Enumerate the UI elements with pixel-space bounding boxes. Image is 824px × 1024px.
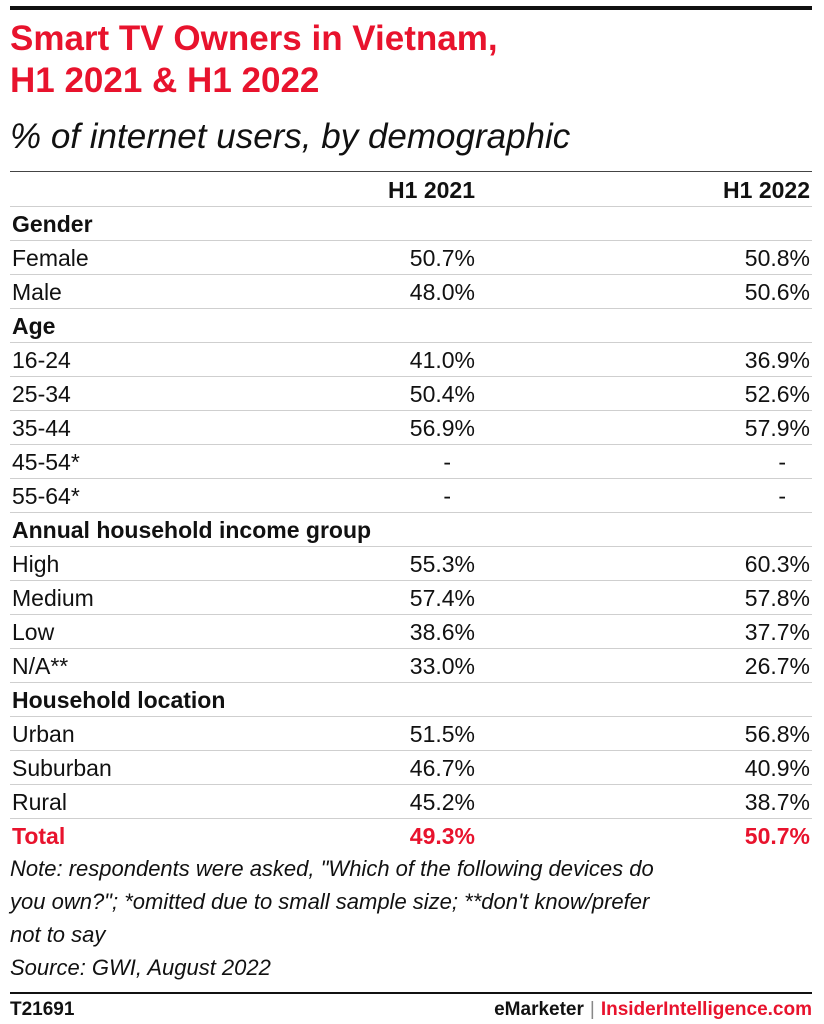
note-line-2: you own?"; *omitted due to small sample … <box>10 889 650 914</box>
row-label: 35-44 <box>12 415 71 441</box>
row-label: 25-34 <box>12 381 71 407</box>
value-h1-2022: 57.9% <box>744 415 810 441</box>
value-h1-2022: 40.9% <box>744 755 810 781</box>
header-divider <box>10 171 812 172</box>
value-h1-2022: 50.8% <box>744 245 810 271</box>
brand-separator: | <box>589 999 595 1020</box>
table-row: 45-54* - - <box>10 445 812 479</box>
table-row: 25-34 50.4% 52.6% <box>10 377 812 411</box>
table-row: 55-64* - - <box>10 479 812 513</box>
table-body: Gender Female 50.7% 50.8% Male 48.0% 50.6% Age 1… <box>10 207 812 853</box>
value-h1-2022: 50.7% <box>744 823 810 849</box>
chart-id: T21691 <box>10 999 75 1020</box>
value-h1-2021: 38.6% <box>409 619 475 645</box>
table-row: Urban 51.5% 56.8% <box>10 717 812 751</box>
value-h1-2022: 52.6% <box>744 381 810 407</box>
section-label: Age <box>12 313 56 339</box>
row-label: Urban <box>12 721 75 747</box>
section-row: Household location <box>10 683 812 717</box>
footer-rule <box>10 992 812 994</box>
value-h1-2021: - <box>443 449 451 475</box>
top-rule <box>10 6 812 10</box>
note-line-1: Note: respondents were asked, "Which of … <box>10 856 654 881</box>
footer-brand: eMarketer | InsiderIntelligence.com <box>494 997 812 1023</box>
table-row: Low 38.6% 37.7% <box>10 615 812 649</box>
insiderintelligence-link[interactable]: InsiderIntelligence.com <box>600 999 812 1020</box>
value-h1-2021: 41.0% <box>409 347 475 373</box>
table-row: Rural 45.2% 38.7% <box>10 785 812 819</box>
section-row: Gender <box>10 207 812 241</box>
value-h1-2021: 45.2% <box>409 789 475 815</box>
table-row: Suburban 46.7% 40.9% <box>10 751 812 785</box>
value-h1-2022: 60.3% <box>744 551 810 577</box>
value-h1-2022: 50.6% <box>744 279 810 305</box>
section-row: Age <box>10 309 812 343</box>
value-h1-2022: 56.8% <box>744 721 810 747</box>
row-label: Male <box>12 279 62 305</box>
row-label: 16-24 <box>12 347 71 373</box>
table-row: 16-24 41.0% 36.9% <box>10 343 812 377</box>
value-h1-2022: 36.9% <box>744 347 810 373</box>
value-h1-2022: 38.7% <box>744 789 810 815</box>
total-row: Total 49.3% 50.7% <box>10 819 812 853</box>
value-h1-2021: 48.0% <box>409 279 475 305</box>
value-h1-2022: 26.7% <box>744 653 810 679</box>
row-label: Medium <box>12 585 94 611</box>
value-h1-2021: - <box>443 483 451 509</box>
value-h1-2021: 49.3% <box>409 823 475 849</box>
value-h1-2021: 57.4% <box>409 585 475 611</box>
section-row: Annual household income group <box>10 513 812 547</box>
value-h1-2022: 57.8% <box>744 585 810 611</box>
chart-title: Smart TV Owners in Vietnam, H1 2021 & H1… <box>10 18 814 102</box>
emarketer-logo-text: eMarketer <box>494 999 584 1020</box>
value-h1-2021: 50.7% <box>409 245 475 271</box>
source-line: Source: GWI, August 2022 <box>10 955 271 980</box>
value-h1-2022: 37.7% <box>744 619 810 645</box>
chart-title-line-1: Smart TV Owners in Vietnam, <box>10 19 498 58</box>
value-h1-2021: 55.3% <box>409 551 475 577</box>
row-label: 55-64* <box>12 483 80 509</box>
row-label: Low <box>12 619 55 645</box>
value-h1-2021: 50.4% <box>409 381 475 407</box>
row-label: Female <box>12 245 89 271</box>
table-row: High 55.3% 60.3% <box>10 547 812 581</box>
value-h1-2021: 56.9% <box>409 415 475 441</box>
chart-note: Note: respondents were asked, "Which of … <box>10 852 816 984</box>
column-header-h1-2022: H1 2022 <box>723 177 810 203</box>
table-row: N/A** 33.0% 26.7% <box>10 649 812 683</box>
value-h1-2022: - <box>778 449 786 475</box>
table-row: 35-44 56.9% 57.9% <box>10 411 812 445</box>
section-label: Household location <box>12 687 226 713</box>
table-row: Female 50.7% 50.8% <box>10 241 812 275</box>
value-h1-2021: 46.7% <box>409 755 475 781</box>
table-row: Male 48.0% 50.6% <box>10 275 812 309</box>
row-label: Rural <box>12 789 67 815</box>
row-label: 45-54* <box>12 449 80 475</box>
value-h1-2021: 33.0% <box>409 653 475 679</box>
value-h1-2022: - <box>778 483 786 509</box>
column-header-h1-2021: H1 2021 <box>388 177 475 203</box>
table-row: Medium 57.4% 57.8% <box>10 581 812 615</box>
row-label: Total <box>12 823 66 849</box>
chart-title-line-2: H1 2021 & H1 2022 <box>10 61 320 100</box>
note-line-3: not to say <box>10 922 106 947</box>
value-h1-2021: 51.5% <box>409 721 475 747</box>
table-header-row: H1 2021 H1 2022 <box>10 173 812 207</box>
data-table: H1 2021 H1 2022 Gender Female 50.7% 50.8% Ma… <box>10 173 812 853</box>
section-label: Gender <box>12 211 93 237</box>
row-label: Suburban <box>12 755 112 781</box>
row-label: N/A** <box>12 653 69 679</box>
section-label: Annual household income group <box>12 517 372 543</box>
row-label: High <box>12 551 60 577</box>
chart-subtitle: % of internet users, by demographic <box>10 117 571 156</box>
